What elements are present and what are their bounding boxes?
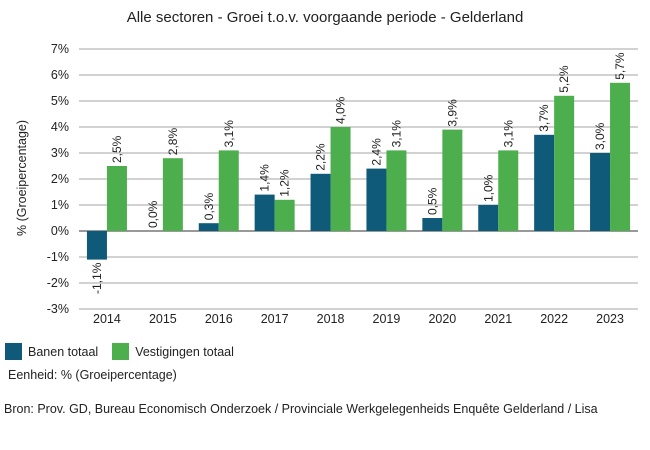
legend: Banen totaal Vestigingen totaal <box>5 343 248 360</box>
data-label: 4,0% <box>334 96 348 124</box>
y-tick-label: 7% <box>51 42 69 56</box>
bar-banen <box>590 153 611 231</box>
x-tick-label: 2017 <box>261 312 289 326</box>
bar-vestigingen <box>330 127 351 231</box>
data-label: 2,5% <box>110 135 124 163</box>
bar-banen <box>534 134 555 231</box>
bar-vestigingen <box>554 95 575 231</box>
x-tick-label: 2023 <box>596 312 624 326</box>
data-label: 0,3% <box>202 193 216 221</box>
legend-label-vestigingen: Vestigingen totaal <box>135 344 234 359</box>
data-label: 5,2% <box>557 65 571 93</box>
y-tick-label: 4% <box>51 120 69 134</box>
bar-vestigingen <box>218 150 239 231</box>
bar-vestigingen <box>106 166 127 231</box>
y-tick-label: 2% <box>51 172 69 186</box>
chart-title: Alle sectoren - Groei t.o.v. voorgaande … <box>127 9 524 26</box>
x-tick-label: 2015 <box>149 312 177 326</box>
data-label: 3,9% <box>445 99 459 127</box>
data-label: 3,7% <box>537 104 551 132</box>
bar-vestigingen <box>386 150 407 231</box>
bar-vestigingen <box>274 199 295 231</box>
legend-item-vestigingen: Vestigingen totaal <box>112 343 234 360</box>
x-tick-label: 2018 <box>317 312 345 326</box>
bar-vestigingen <box>162 158 183 231</box>
data-label: 1,2% <box>278 169 292 197</box>
bar-vestigingen <box>610 82 631 231</box>
data-label: 2,8% <box>166 128 180 156</box>
data-label: 1,0% <box>481 174 495 202</box>
y-tick-label: 5% <box>51 94 69 108</box>
x-tick-label: 2019 <box>373 312 401 326</box>
y-tick-label: 3% <box>51 146 69 160</box>
x-tick-label: 2022 <box>540 312 568 326</box>
source-note: Bron: Prov. GD, Bureau Economisch Onderz… <box>4 402 598 416</box>
y-tick-label: 6% <box>51 68 69 82</box>
data-label: 1,4% <box>258 164 272 192</box>
legend-swatch-banen <box>5 343 22 360</box>
bar-banen <box>422 218 443 231</box>
bar-banen <box>254 194 275 231</box>
y-tick-label: 0% <box>51 224 69 238</box>
data-label: 3,1% <box>222 120 236 148</box>
x-tick-label: 2014 <box>93 312 121 326</box>
x-tick-label: 2016 <box>205 312 233 326</box>
data-label: 2,4% <box>369 138 383 166</box>
x-tick-label: 2020 <box>428 312 456 326</box>
legend-item-banen: Banen totaal <box>5 343 98 360</box>
y-tick-label: -3% <box>47 302 69 316</box>
legend-label-banen: Banen totaal <box>28 344 99 359</box>
y-tick-label: 1% <box>51 198 69 212</box>
y-tick-label: -1% <box>47 250 69 264</box>
data-label: 3,1% <box>389 120 403 148</box>
bar-banen <box>86 231 107 260</box>
bar-vestigingen <box>442 129 463 231</box>
data-label: 2,2% <box>314 143 328 171</box>
bar-banen <box>198 223 219 231</box>
data-label: 3,1% <box>501 120 515 148</box>
unit-note: Eenheid: % (Groeipercentage) <box>8 368 177 382</box>
data-label: 3,0% <box>593 122 607 150</box>
y-tick-label: -2% <box>47 276 69 290</box>
data-label: -1,1% <box>90 262 104 294</box>
data-label: 0,5% <box>425 187 439 215</box>
bar-banen <box>366 168 387 231</box>
data-label: 5,7% <box>613 52 627 80</box>
bar-chart: Alle sectoren - Groei t.o.v. voorgaande … <box>15 9 638 326</box>
y-axis-label: % (Groeipercentage) <box>15 120 29 236</box>
data-label: 0,0% <box>146 200 160 228</box>
x-tick-label: 2021 <box>484 312 512 326</box>
bar-banen <box>478 205 499 231</box>
bar-vestigingen <box>498 150 519 231</box>
legend-swatch-vestigingen <box>112 343 130 360</box>
bar-banen <box>310 173 331 231</box>
